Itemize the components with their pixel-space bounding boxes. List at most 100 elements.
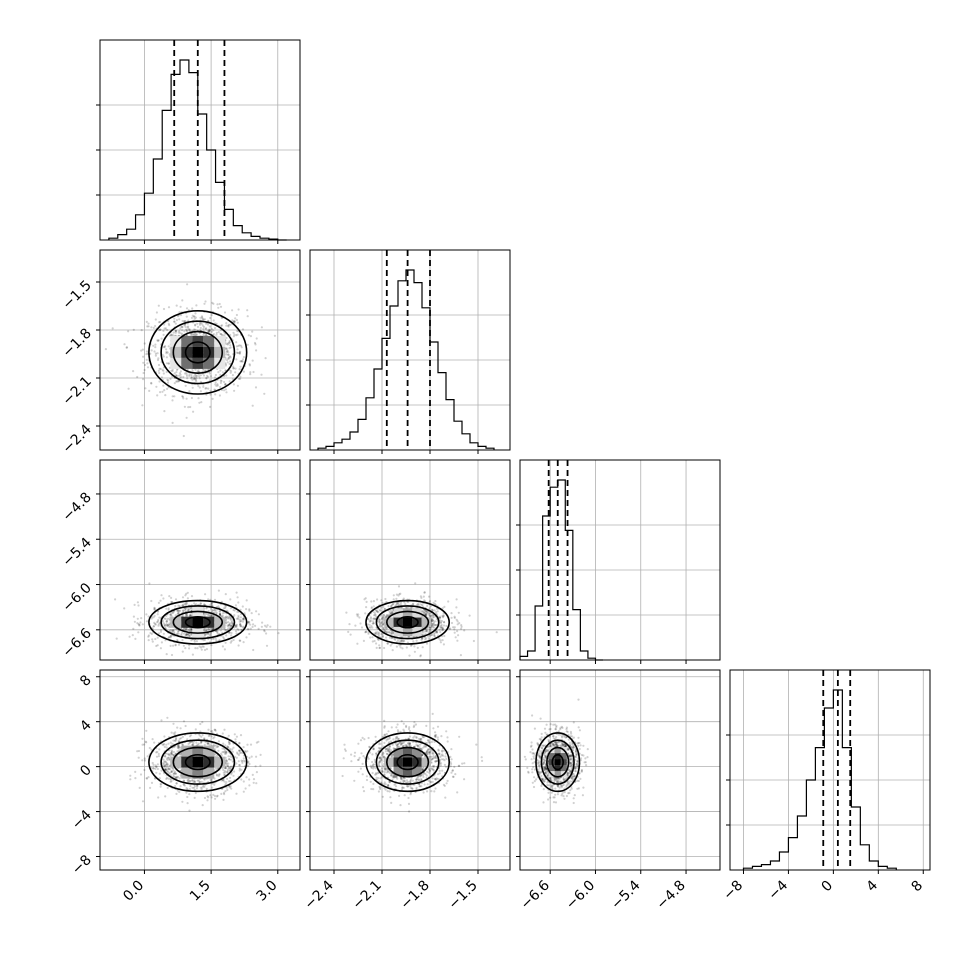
sample-point [220, 379, 223, 383]
sample-point [375, 646, 378, 650]
sample-point [152, 767, 155, 770]
sample-point [226, 624, 229, 627]
y-tick-label: −4 [69, 807, 95, 833]
contour-mid [172, 330, 224, 375]
sample-point [167, 607, 170, 610]
sample-point [397, 585, 401, 588]
sample-point [233, 320, 236, 323]
sample-point [182, 375, 185, 379]
sample-point [187, 406, 190, 409]
sample-point [241, 618, 244, 621]
sample-point [198, 645, 201, 648]
sample-point [181, 596, 185, 599]
sample-point [423, 599, 426, 602]
sample-point [170, 769, 173, 773]
sample-point [174, 331, 177, 334]
sample-point [227, 324, 230, 327]
sample-point [237, 628, 240, 632]
sample-point [156, 613, 159, 616]
y-tick-label: −8 [69, 852, 95, 878]
panel-frame [309, 249, 511, 451]
sample-point [438, 769, 441, 773]
sample-point [219, 385, 222, 389]
sample-point [191, 376, 194, 379]
sample-point [114, 598, 117, 601]
sample-point [230, 765, 233, 768]
sample-point [242, 746, 245, 749]
sample-point [155, 771, 158, 774]
sample-point [252, 648, 255, 652]
sample-point [217, 740, 220, 743]
sample-point [237, 344, 240, 348]
sample-point [202, 319, 205, 322]
sample-point [225, 615, 228, 618]
sample-point [167, 345, 170, 348]
sample-point [195, 787, 198, 790]
sample-point [183, 405, 186, 408]
sample-point [197, 384, 200, 388]
sample-point [154, 352, 157, 355]
sample-point [225, 351, 228, 354]
sample-point [163, 764, 166, 767]
sample-point [167, 756, 170, 759]
sample-point [209, 794, 212, 797]
sample-point [413, 721, 416, 724]
sample-point [157, 321, 161, 324]
sample-point [123, 343, 126, 346]
sample-point [204, 387, 207, 390]
sample-point [190, 375, 193, 378]
sample-point [209, 634, 212, 637]
sample-point [188, 809, 191, 812]
sample-point [372, 605, 375, 608]
sample-point [203, 648, 207, 652]
sample-point [229, 776, 232, 779]
sample-point [221, 732, 224, 735]
sample-point [463, 629, 466, 632]
sample-point [386, 642, 389, 645]
sample-point [208, 627, 211, 630]
sample-point [172, 773, 175, 776]
sample-point [188, 629, 191, 632]
sample-point [242, 617, 245, 620]
sample-point [222, 627, 225, 630]
sample-point [214, 373, 217, 377]
sample-point [157, 601, 160, 605]
sample-point [155, 751, 158, 754]
sample-point [237, 616, 240, 619]
sample-point [457, 634, 460, 637]
sample-point [166, 624, 169, 627]
y-tick-label: −6.6 [59, 625, 94, 660]
sample-point [188, 390, 191, 393]
sample-point [392, 598, 395, 601]
sample-point [188, 373, 191, 376]
sample-point [177, 604, 180, 607]
sample-point [449, 627, 452, 630]
sample-point [128, 635, 131, 638]
sample-point [139, 621, 142, 624]
sample-point [143, 342, 146, 345]
sample-point [389, 644, 392, 647]
sample-point [432, 621, 436, 625]
sample-point [164, 626, 167, 629]
sample-point [221, 614, 224, 617]
sample-point [229, 355, 232, 358]
sample-point [198, 377, 201, 380]
sample-point [363, 738, 366, 741]
sample-point [251, 619, 254, 622]
sample-point [255, 755, 258, 758]
sample-point [185, 416, 188, 419]
sample-point [174, 598, 178, 601]
sample-point [456, 623, 459, 626]
sample-point [444, 796, 447, 799]
sample-point [158, 777, 161, 780]
sample-point [232, 367, 235, 370]
sample-point [150, 382, 153, 385]
sample-point [167, 362, 170, 365]
sample-point [230, 621, 233, 624]
sample-point [199, 374, 202, 377]
sample-point [251, 359, 254, 362]
sample-point [152, 763, 155, 766]
sample-point [167, 608, 170, 611]
sample-point [231, 748, 234, 751]
sample-point [206, 323, 210, 326]
